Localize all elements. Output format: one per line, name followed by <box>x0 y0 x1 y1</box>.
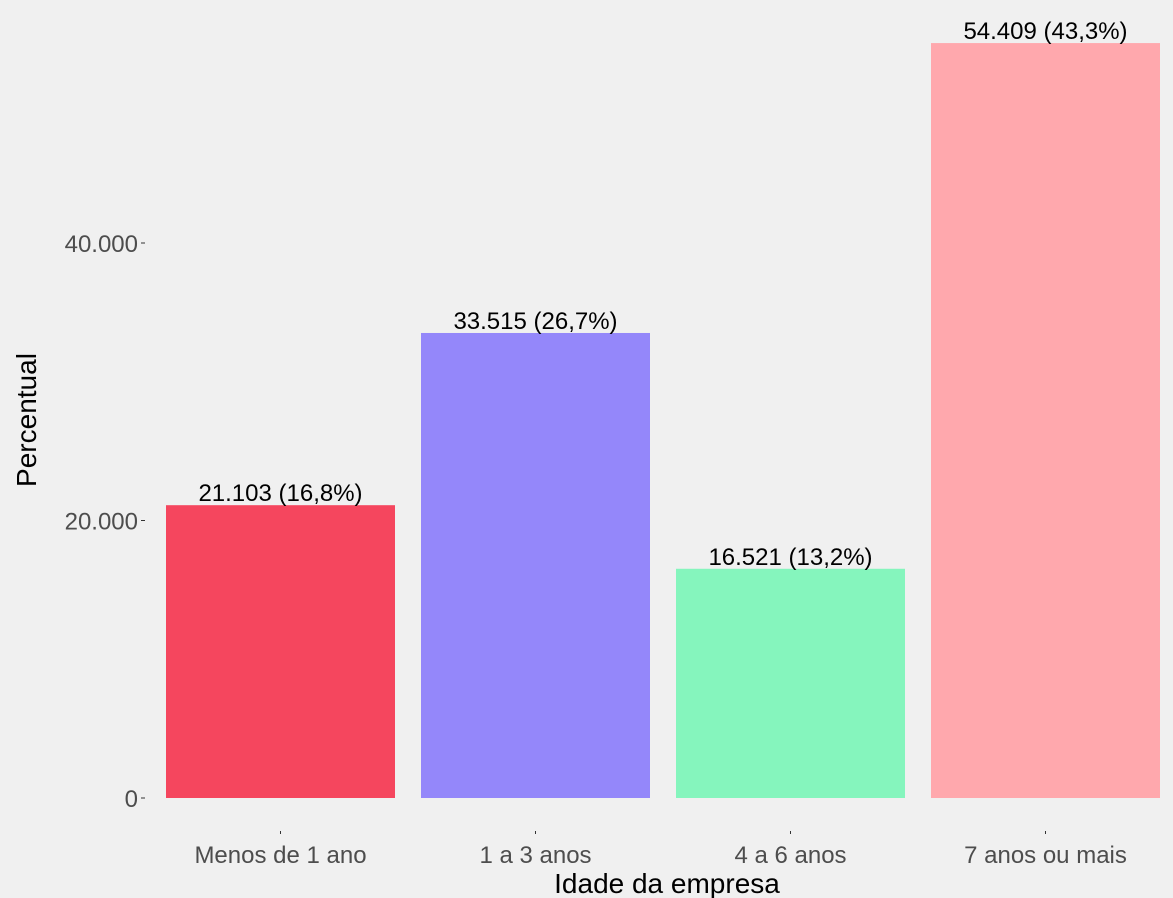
bar-4-a-6-anos <box>676 568 905 798</box>
y-axis-title: Percentual <box>11 353 42 487</box>
data-label-4-a-6-anos: 16.521 (13,2%) <box>708 544 872 571</box>
data-label-1-a-3-anos: 33.515 (26,7%) <box>453 308 617 335</box>
x-axis-title: Idade da empresa <box>554 868 780 898</box>
x-tick-label-4-a-6-anos: 4 a 6 anos <box>734 842 846 869</box>
y-tick-label-0: 0 <box>125 786 138 813</box>
x-tick-label-1-a-3-anos: 1 a 3 anos <box>479 842 591 869</box>
y-axis: 0 20.000 40.000 <box>65 231 145 813</box>
data-label-7-anos-ou-mais: 54.409 (43,3%) <box>963 18 1127 45</box>
x-axis: Menos de 1 ano 1 a 3 anos 4 a 6 anos 7 anos… <box>194 831 1127 869</box>
data-labels-group: 21.103 (16,8%) 33.515 (26,7%) 16.521 (13,2… <box>198 18 1127 571</box>
bar-menos-de-1-ano <box>166 505 395 798</box>
x-tick-label-menos-de-1-ano: Menos de 1 ano <box>194 842 366 869</box>
x-tick-label-7-anos-ou-mais: 7 anos ou mais <box>964 842 1127 869</box>
y-tick-label-20000: 20.000 <box>65 509 138 536</box>
bar-7-anos-ou-mais <box>931 43 1160 798</box>
bars-group <box>166 43 1160 798</box>
y-tick-label-40000: 40.000 <box>65 231 138 258</box>
data-label-menos-de-1-ano: 21.103 (16,8%) <box>198 480 362 507</box>
bar-1-a-3-anos <box>421 332 650 798</box>
